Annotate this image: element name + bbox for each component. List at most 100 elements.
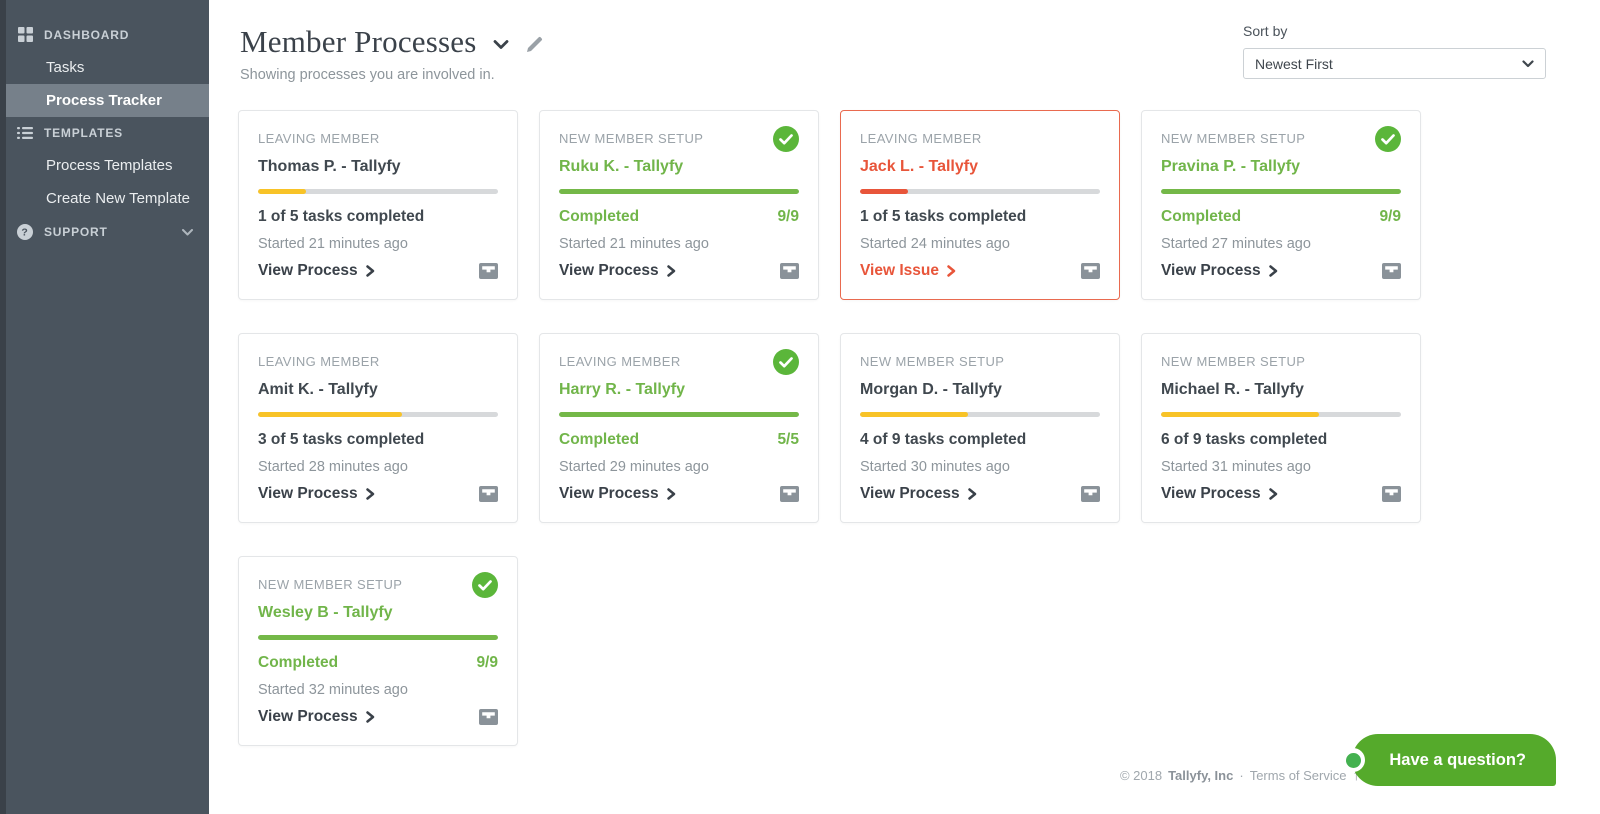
company-name: Tallyfy, Inc bbox=[1168, 768, 1234, 783]
process-card[interactable]: NEW MEMBER SETUP Ruku K. - Tallyfy Compl… bbox=[539, 110, 819, 300]
action-label: View Process bbox=[258, 262, 358, 279]
action-label: View Process bbox=[860, 485, 960, 502]
archive-tray-icon[interactable] bbox=[1081, 263, 1100, 279]
footer-separator: · bbox=[1239, 768, 1244, 783]
progress-bar bbox=[258, 635, 498, 640]
started-time: Started 21 minutes ago bbox=[258, 236, 408, 252]
view-process-link[interactable]: View Process bbox=[258, 485, 375, 503]
status-count: 9/9 bbox=[1379, 208, 1401, 225]
sidebar-section-label: SUPPORT bbox=[44, 225, 108, 239]
progress-bar bbox=[559, 189, 799, 194]
process-type-label: NEW MEMBER SETUP bbox=[559, 131, 704, 146]
page-title: Member Processes bbox=[240, 24, 477, 59]
view-process-link[interactable]: View Process bbox=[559, 262, 676, 280]
sort-by-label: Sort by bbox=[1243, 23, 1288, 39]
status-text: Completed bbox=[258, 654, 339, 671]
sidebar-section-support[interactable]: ? SUPPORT bbox=[0, 215, 209, 249]
process-name: Amit K. - Tallyfy bbox=[258, 381, 378, 398]
view-process-link[interactable]: View Process bbox=[860, 485, 977, 503]
sort-select-value: Newest First bbox=[1255, 55, 1333, 72]
process-card[interactable]: LEAVING MEMBER Harry R. - Tallyfy Comple… bbox=[539, 333, 819, 523]
started-time: Started 21 minutes ago bbox=[559, 236, 709, 252]
sidebar-section-label: DASHBOARD bbox=[44, 27, 130, 42]
process-type-label: LEAVING MEMBER bbox=[559, 354, 681, 369]
archive-tray-icon[interactable] bbox=[780, 263, 799, 279]
progress-bar bbox=[860, 412, 1100, 417]
process-card[interactable]: NEW MEMBER SETUP Morgan D. - Tallyfy 4 o… bbox=[840, 333, 1120, 523]
sidebar-section-templates: TEMPLATES bbox=[0, 117, 209, 149]
status-text: 4 of 9 tasks completed bbox=[860, 431, 1027, 448]
chevron-down-icon bbox=[1522, 59, 1534, 68]
archive-tray-icon[interactable] bbox=[1081, 486, 1100, 502]
process-card[interactable]: LEAVING MEMBER Thomas P. - Tallyfy 1 of … bbox=[238, 110, 518, 300]
sidebar-item-create-new-template[interactable]: Create New Template bbox=[46, 190, 190, 207]
view-process-link[interactable]: View Process bbox=[559, 485, 676, 503]
started-time: Started 28 minutes ago bbox=[258, 459, 408, 475]
completed-check-icon bbox=[472, 571, 498, 598]
completed-check-icon bbox=[773, 125, 799, 152]
archive-tray-icon[interactable] bbox=[780, 486, 799, 502]
completed-check-icon bbox=[1375, 125, 1401, 152]
archive-tray-icon[interactable] bbox=[479, 263, 498, 279]
sort-select[interactable]: Newest First bbox=[1243, 48, 1546, 79]
view-process-link[interactable]: View Process bbox=[258, 708, 375, 726]
process-name: Harry R. - Tallyfy bbox=[559, 381, 685, 398]
status-count: 9/9 bbox=[777, 208, 799, 225]
sidebar-section-label: TEMPLATES bbox=[44, 126, 123, 140]
process-card[interactable]: NEW MEMBER SETUP Wesley B - Tallyfy Comp… bbox=[238, 556, 518, 746]
status-text: Completed bbox=[559, 208, 640, 225]
process-type-label: NEW MEMBER SETUP bbox=[1161, 354, 1306, 369]
archive-tray-icon[interactable] bbox=[1382, 263, 1401, 279]
archive-tray-icon[interactable] bbox=[1382, 486, 1401, 502]
action-label: View Process bbox=[559, 485, 659, 502]
process-name: Thomas P. - Tallyfy bbox=[258, 158, 401, 175]
status-text: 1 of 5 tasks completed bbox=[860, 208, 1027, 225]
grid-icon bbox=[17, 27, 33, 42]
process-type-label: LEAVING MEMBER bbox=[258, 131, 380, 146]
action-label: View Issue bbox=[860, 262, 939, 279]
progress-bar bbox=[1161, 189, 1401, 194]
action-label: View Process bbox=[559, 262, 659, 279]
svg-text:?: ? bbox=[21, 227, 28, 239]
action-label: View Process bbox=[1161, 262, 1261, 279]
view-process-link[interactable]: View Process bbox=[1161, 485, 1278, 503]
progress-bar bbox=[860, 189, 1100, 194]
sidebar-item-process-templates[interactable]: Process Templates bbox=[46, 157, 173, 174]
archive-tray-icon[interactable] bbox=[479, 486, 498, 502]
process-name: Wesley B - Tallyfy bbox=[258, 604, 393, 621]
started-time: Started 30 minutes ago bbox=[860, 459, 1010, 475]
have-a-question-button[interactable]: Have a question? bbox=[1341, 734, 1556, 786]
started-time: Started 32 minutes ago bbox=[258, 682, 408, 698]
progress-bar bbox=[258, 412, 498, 417]
process-name: Pravina P. - Tallyfy bbox=[1161, 158, 1301, 175]
status-text: Completed bbox=[559, 431, 640, 448]
footer: © 2018 Tallyfy, Inc · Terms of Service ↑ bbox=[1120, 767, 1360, 784]
started-time: Started 24 minutes ago bbox=[860, 236, 1010, 252]
terms-of-service-link[interactable]: Terms of Service bbox=[1249, 768, 1347, 783]
status-count: 5/5 bbox=[777, 431, 799, 448]
view-process-link[interactable]: View Process bbox=[258, 262, 375, 280]
process-card[interactable]: NEW MEMBER SETUP Pravina P. - Tallyfy Co… bbox=[1141, 110, 1421, 300]
sidebar-section-dashboard: DASHBOARD bbox=[0, 18, 209, 51]
main-content: Member Processes Showing processes you a… bbox=[209, 0, 1600, 814]
action-label: View Process bbox=[258, 708, 358, 725]
title-dropdown-chevron-icon[interactable] bbox=[493, 40, 509, 50]
edit-title-pencil-icon[interactable] bbox=[525, 36, 543, 54]
view-process-link[interactable]: View Process bbox=[1161, 262, 1278, 280]
process-card[interactable]: LEAVING MEMBER Amit K. - Tallyfy 3 of 5 … bbox=[238, 333, 518, 523]
process-card[interactable]: LEAVING MEMBER Jack L. - Tallyfy 1 of 5 … bbox=[840, 110, 1120, 300]
status-text: 6 of 9 tasks completed bbox=[1161, 431, 1328, 448]
archive-tray-icon[interactable] bbox=[479, 709, 498, 725]
chevron-down-icon bbox=[182, 228, 193, 236]
page-subtitle: Showing processes you are involved in. bbox=[240, 67, 495, 83]
process-card[interactable]: NEW MEMBER SETUP Michael R. - Tallyfy 6 … bbox=[1141, 333, 1421, 523]
sidebar-item-process-tracker[interactable]: Process Tracker bbox=[0, 84, 209, 117]
view-issue-link[interactable]: View Issue bbox=[860, 262, 956, 280]
status-text: 1 of 5 tasks completed bbox=[258, 208, 425, 225]
sidebar-item-tasks[interactable]: Tasks bbox=[46, 59, 85, 76]
sidebar: DASHBOARD Tasks Process Tracker TEMPLATE… bbox=[0, 0, 209, 814]
status-text: 3 of 5 tasks completed bbox=[258, 431, 425, 448]
process-type-label: LEAVING MEMBER bbox=[860, 131, 982, 146]
process-type-label: NEW MEMBER SETUP bbox=[258, 577, 403, 592]
started-time: Started 27 minutes ago bbox=[1161, 236, 1311, 252]
